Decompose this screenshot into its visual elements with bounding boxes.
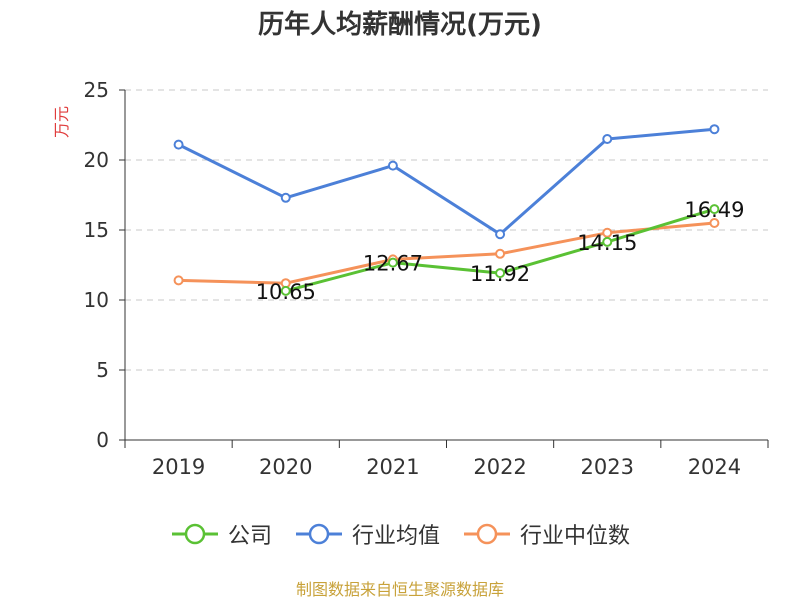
data-point: [495, 229, 506, 240]
data-label: 14.15: [577, 231, 637, 255]
data-point: [709, 204, 720, 215]
data-point: [709, 218, 720, 228]
x-tick-label: 2022: [473, 455, 526, 479]
data-label: 10.65: [256, 280, 316, 304]
label-layer: 10.65 12.67 11.92 14.15 16.49: [256, 198, 745, 304]
data-point: [173, 275, 184, 286]
y-tick-label: 0: [96, 428, 109, 452]
y-tick-label: 20: [84, 148, 109, 172]
data-point: [387, 160, 398, 171]
legend: 公司 行业均值 行业中位数: [0, 518, 800, 550]
data-point: [602, 227, 613, 238]
data-label: 16.49: [684, 198, 744, 222]
y-tick-label: 10: [84, 288, 109, 312]
data-label: 11.92: [470, 262, 530, 286]
data-label: 12.67: [363, 252, 423, 276]
data-point: [709, 124, 720, 135]
series-layer: [173, 124, 720, 296]
legend-label: 行业均值: [351, 524, 440, 549]
x-tick-label: 2019: [152, 455, 205, 479]
data-point: [495, 268, 506, 279]
axis-layer: 0 5 10 15 20 25 2019 2020 2021 2022 2023 2024: [84, 78, 769, 479]
legend-marker-icon: [464, 523, 510, 545]
legend-label: 行业中位数: [520, 524, 631, 549]
source-note: 制图数据来自恒生聚源数据库: [295, 580, 504, 599]
legend-item[interactable]: 公司: [170, 518, 272, 550]
y-tick-label: 15: [84, 218, 109, 242]
data-point: [495, 248, 506, 259]
x-tick-label: 2023: [581, 455, 634, 479]
legend-label: 公司: [227, 524, 272, 549]
chart-title: 历年人均薪酬情况(万元): [258, 10, 542, 40]
data-point: [602, 236, 613, 247]
y-axis-label: 万元: [52, 106, 71, 138]
data-point: [387, 257, 398, 268]
data-point: [280, 192, 291, 203]
series-line-1: [177, 127, 715, 236]
legend-item[interactable]: 行业中位数: [462, 518, 630, 550]
x-tick-label: 2024: [688, 455, 741, 479]
grid-layer: [125, 89, 768, 371]
y-tick-label: 25: [84, 78, 109, 102]
series-line-2: [178, 221, 715, 285]
x-tick-label: 2021: [366, 455, 419, 479]
legend-item[interactable]: 行业均值: [294, 518, 440, 550]
data-point: [173, 139, 184, 150]
data-point: [280, 285, 291, 296]
legend-marker-icon: [171, 523, 218, 545]
x-tick-label: 2020: [259, 455, 312, 479]
y-tick-label: 5: [96, 358, 109, 382]
data-point: [602, 134, 613, 144]
legend-marker-icon: [295, 523, 342, 545]
